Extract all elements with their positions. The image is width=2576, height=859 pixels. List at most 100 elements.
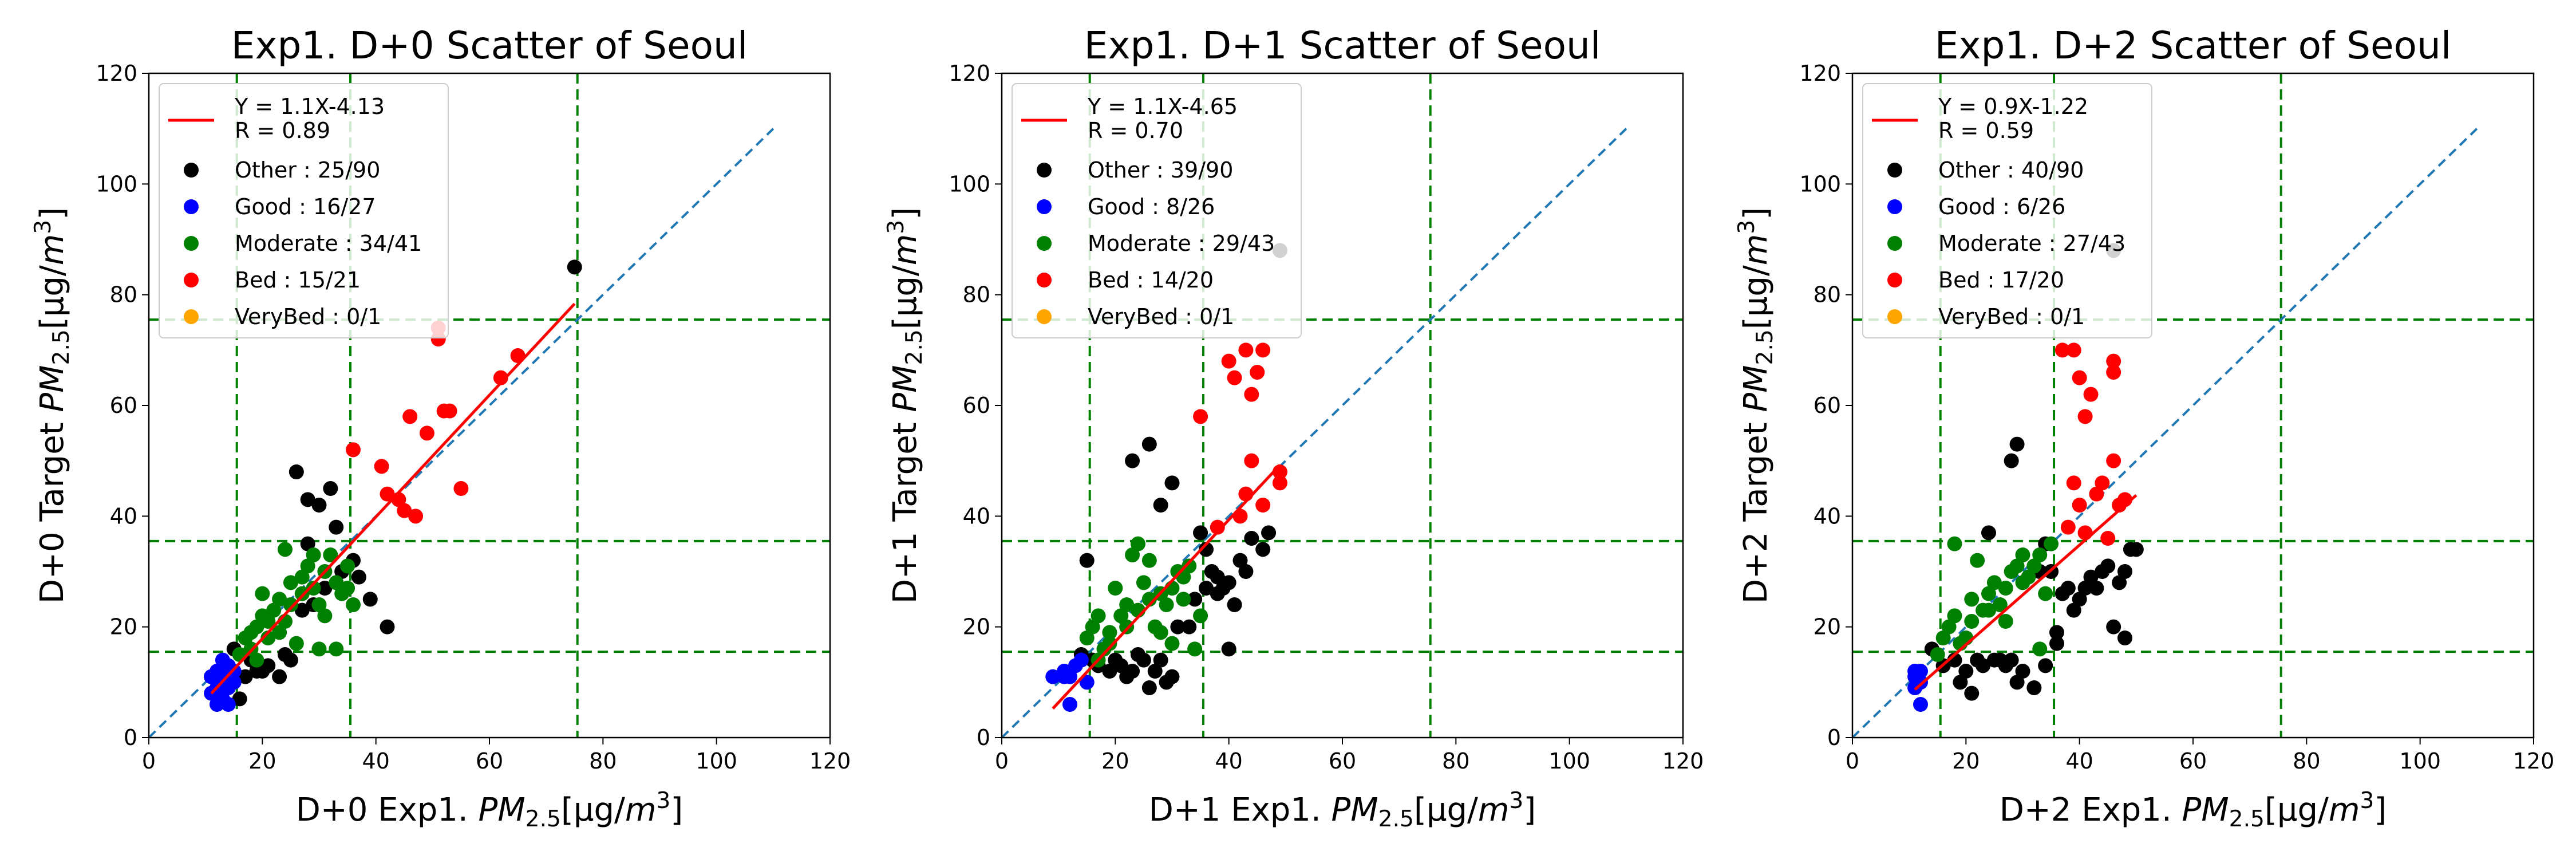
scatter-point: [329, 641, 344, 657]
scatter-point: [1232, 553, 1248, 568]
scatter-point: [2009, 675, 2025, 690]
scatter-point: [204, 669, 219, 684]
scatter-point: [283, 575, 298, 590]
legend-fit-r: R = 0.89: [235, 118, 330, 143]
scatter-point: [1091, 608, 1106, 624]
axes-frame: [1001, 72, 1684, 739]
scatter-point: [1119, 597, 1135, 612]
legend-marker: [1037, 309, 1052, 324]
scatter-point: [1164, 669, 1180, 684]
scatter-point: [1125, 453, 1140, 468]
y-tick-label: 120: [1799, 61, 1841, 86]
scatter-point: [317, 581, 333, 596]
x-tick-label: 80: [2293, 748, 2320, 774]
scatter-point: [2032, 547, 2048, 562]
scatter-point: [1970, 553, 1985, 568]
x-tick-label: 40: [2065, 748, 2093, 774]
legend-entry: Other : 40/90: [1938, 157, 2084, 183]
scatter-point: [1193, 525, 1208, 541]
y-tick-label: 60: [1814, 393, 1841, 418]
x-tick-label: 120: [2513, 748, 2555, 774]
scatter-point: [380, 619, 395, 635]
scatter-point: [1953, 675, 1968, 690]
legend-entry: Moderate : 27/43: [1938, 231, 2125, 256]
scatter-point: [2072, 498, 2087, 513]
identity-line: [1002, 128, 1627, 738]
legend-marker: [1037, 273, 1052, 287]
scatter-point: [300, 492, 315, 507]
scatter-point: [374, 459, 389, 474]
legend-fit-equation: Y = 1.1X-4.65: [1087, 94, 1238, 119]
scatter-point: [1079, 675, 1095, 690]
legend-fit-equation: Y = 1.1X-4.13: [234, 94, 385, 119]
scatter-panel-0: Exp1. D+0 Scatter of Seoul 0 20 40 60 80 100 12…: [30, 23, 851, 832]
scatter-point: [1102, 636, 1117, 651]
scatter-point: [493, 370, 508, 385]
chart-title: Exp1. D+2 Scatter of Seoul: [1935, 23, 2451, 68]
scatter-point: [2106, 619, 2121, 635]
scatter-point: [1244, 387, 1259, 402]
scatter-point: [272, 625, 287, 640]
x-tick-label: 120: [1662, 748, 1704, 774]
legend-fit-equation: Y = 0.9X-1.22: [1938, 94, 2088, 119]
x-tick-label: 80: [589, 748, 617, 774]
y-tick-label: 100: [96, 171, 137, 196]
scatter-point: [2117, 631, 2132, 645]
scatter-point: [294, 602, 310, 618]
legend-marker: [184, 273, 199, 287]
legend-box: [159, 83, 449, 338]
axes-frame: [1851, 72, 2535, 739]
scatter-point: [419, 425, 434, 441]
y-tick-label: 120: [949, 61, 990, 86]
scatter-point: [311, 597, 327, 612]
x-tick-label: 60: [1329, 748, 1356, 774]
scatter-point: [300, 536, 315, 551]
scatter-point: [272, 669, 287, 684]
scatter-point: [1113, 658, 1129, 673]
scatter-point: [2128, 542, 2144, 557]
x-tick-label: 20: [248, 748, 276, 774]
scatter-point: [1193, 608, 1208, 624]
scatter-point: [2072, 592, 2087, 607]
legend-box: [1012, 83, 1302, 338]
scatter-point: [1232, 509, 1248, 524]
scatter-point: [1981, 525, 1996, 541]
y-tick-label: 40: [963, 503, 990, 529]
y-tick-label: 100: [1799, 171, 1841, 196]
x-tick-label: 0: [142, 748, 156, 774]
legend-box: [1862, 83, 2152, 338]
scatter-point: [340, 581, 355, 596]
y-tick-label: 80: [110, 282, 137, 308]
scatter-point: [1227, 597, 1242, 612]
scatter-point: [1119, 619, 1135, 635]
plot-area: [1002, 73, 1683, 738]
scatter-point: [2060, 519, 2076, 535]
scatter-point: [311, 641, 327, 657]
legend-entry: VeryBed : 0/1: [1088, 304, 1234, 329]
scatter-point: [1964, 614, 1980, 629]
legend-entry: Bed : 15/21: [235, 267, 361, 293]
scatter-point: [2077, 409, 2093, 424]
scatter-point: [2049, 625, 2064, 640]
scatter-point: [2100, 558, 2116, 574]
scatter-point: [2015, 575, 2030, 590]
scatter-point: [1238, 564, 1254, 579]
legend-entry: Other : 39/90: [1088, 157, 1233, 183]
scatter-point: [255, 586, 270, 601]
scatter-point: [1131, 536, 1145, 551]
scatter-point: [2009, 558, 2025, 574]
scatter-point: [1250, 365, 1265, 380]
scatter-point: [2106, 353, 2121, 369]
x-tick-label: 100: [696, 748, 737, 774]
scatter-point: [1238, 342, 1254, 358]
x-axis-label: D+0 Exp1. PM2.5[μg/m3]: [296, 788, 683, 832]
scatter-point: [346, 442, 361, 458]
scatter-point: [1153, 625, 1168, 640]
scatter-point: [1907, 664, 1923, 679]
legend-marker: [1037, 236, 1052, 251]
scatter-point: [329, 575, 344, 590]
scatter-point: [340, 558, 355, 574]
scatter-point: [1159, 597, 1174, 612]
scatter-point: [1153, 498, 1168, 513]
scatter-point: [567, 259, 582, 275]
